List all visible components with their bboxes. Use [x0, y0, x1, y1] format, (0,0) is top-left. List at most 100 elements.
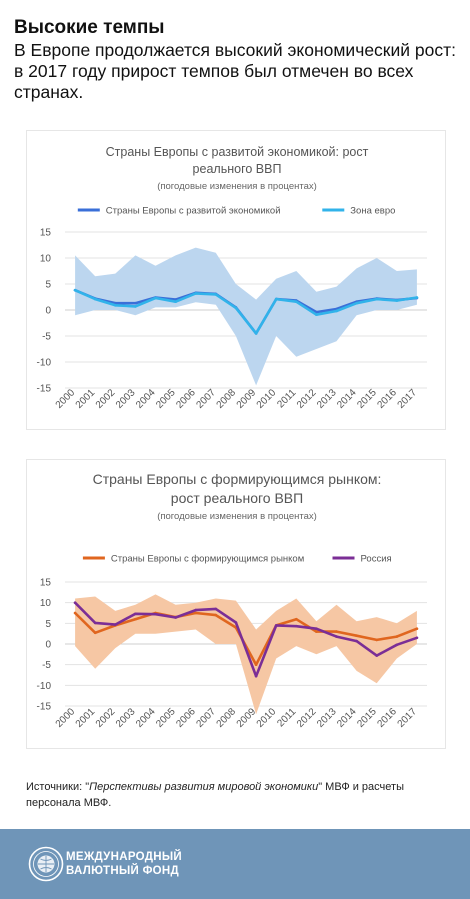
x-tick-label: 2007 [194, 387, 218, 411]
y-tick-label: 5 [45, 619, 51, 630]
x-tick-label: 2008 [215, 706, 239, 730]
series-2-point [375, 297, 379, 301]
series-1-point [254, 663, 258, 666]
imf-name: МЕЖДУНАРОДНЫЙ ВАЛЮТНЫЙ ФОНД [66, 850, 182, 878]
series-2-point [355, 301, 358, 305]
series-2-point [335, 635, 338, 638]
chart-title-line1: Страны Европы с развитой экономикой: рос… [106, 145, 369, 159]
x-tick-label: 2013 [315, 387, 339, 411]
series-1-point [355, 634, 358, 637]
legend-label: Страны Европы с формирующимся рынком [111, 554, 304, 565]
range-band [75, 594, 417, 715]
series-1-point [93, 631, 97, 635]
x-tick-label: 2016 [375, 706, 399, 730]
x-tick-label: 2015 [355, 387, 379, 411]
x-tick-label: 2017 [396, 706, 420, 730]
imf-name-line1: МЕЖДУНАРОДНЫЙ [66, 851, 182, 863]
y-tick-label: -15 [37, 384, 52, 395]
series-2-point [234, 621, 238, 624]
series-1-point [194, 611, 197, 615]
series-2-point [254, 332, 258, 335]
x-tick-label: 2012 [295, 706, 319, 730]
series-2-point [93, 621, 97, 625]
x-tick-label: 2006 [174, 387, 198, 411]
chart-emerging-economies: Страны Европы с формирующимся рынком: ро… [26, 459, 446, 749]
range-band [75, 247, 417, 386]
y-tick-label: 15 [40, 228, 52, 239]
series-2-point [214, 607, 218, 611]
legend-label: Зона евро [350, 206, 395, 217]
x-tick-label: 2002 [94, 387, 118, 411]
source-prefix: Источники: " [26, 781, 90, 793]
series-1-point [315, 630, 318, 633]
series-1-point [395, 635, 399, 638]
series-2-point [234, 306, 238, 310]
series-2-point [355, 639, 358, 643]
series-2-point [395, 643, 399, 647]
y-tick-label: 15 [40, 578, 52, 589]
y-tick-label: -5 [42, 660, 51, 671]
series-2-point [335, 309, 338, 313]
series-2-point [154, 612, 157, 616]
x-tick-label: 2010 [255, 706, 279, 730]
series-2-point [134, 612, 137, 616]
x-tick-label: 2009 [235, 387, 259, 411]
series-2-point [274, 624, 278, 627]
x-tick-label: 2014 [335, 706, 359, 730]
series-2-point [93, 297, 97, 301]
series-1-point [73, 611, 77, 615]
series-2-point [174, 616, 177, 619]
chart-subtitle: (погодовые изменения в процентах) [157, 511, 317, 522]
series-2-point [194, 292, 197, 295]
y-tick-label: -15 [37, 702, 52, 713]
x-tick-label: 2006 [174, 706, 198, 730]
series-line-2 [73, 288, 419, 335]
chart-emerging-economies-svg: Страны Европы с формирующимся рынком: ро… [37, 471, 427, 730]
chart-advanced-economies-svg: Страны Европы с развитой экономикой: рос… [37, 145, 427, 411]
y-tick-label: -10 [37, 358, 52, 369]
chart-title-line1: Страны Европы с формирующимся рынком: [93, 471, 382, 487]
series-1-point [335, 630, 338, 633]
y-tick-label: 0 [45, 306, 51, 317]
x-tick-label: 2001 [74, 387, 98, 411]
series-2-point [73, 288, 77, 292]
legend-label: Страны Европы с развитой экономикой [106, 206, 281, 217]
source-note: Источники: "Перспективы развития мировой… [26, 779, 446, 811]
x-tick-label: 2017 [396, 387, 420, 411]
series-1-point [295, 617, 298, 621]
series-2-point [73, 601, 77, 604]
x-tick-label: 2003 [114, 706, 138, 730]
x-tick-label: 2011 [275, 706, 298, 729]
y-tick-label: -10 [37, 681, 52, 692]
series-1-point [214, 613, 218, 617]
x-tick-label: 2005 [154, 387, 178, 411]
x-tick-label: 2003 [114, 387, 138, 411]
series-2-point [395, 299, 399, 302]
series-2-point [415, 296, 419, 299]
infographic-subtitle: В Европе продолжается высокий экономичес… [14, 40, 456, 102]
x-tick-label: 2001 [74, 706, 98, 730]
chart-advanced-economies: Страны Европы с развитой экономикой: рос… [26, 130, 446, 430]
series-2-point [375, 654, 379, 657]
x-tick-label: 2011 [275, 387, 298, 410]
series-2-point [315, 627, 318, 630]
y-tick-label: 5 [45, 280, 51, 291]
x-tick-label: 2015 [355, 706, 379, 730]
x-tick-label: 2016 [375, 387, 399, 411]
y-tick-label: 0 [45, 640, 51, 651]
series-2-point [295, 624, 298, 628]
series-1-point [375, 638, 379, 642]
source-publication: Перспективы развития мировой экономики [89, 781, 319, 793]
series-2-point [194, 608, 197, 612]
imf-footer: МЕЖДУНАРОДНЫЙ ВАЛЮТНЫЙ ФОНД [0, 829, 470, 899]
series-2-point [315, 313, 318, 316]
series-1-point [415, 627, 419, 630]
x-tick-label: 2004 [134, 387, 158, 411]
series-2-point [254, 674, 258, 678]
x-tick-label: 2012 [295, 387, 319, 411]
x-tick-label: 2008 [215, 387, 239, 411]
series-2-point [114, 304, 117, 307]
series-2-point [295, 300, 298, 303]
legend-label: Россия [361, 554, 392, 565]
series-line-2 [73, 601, 419, 678]
